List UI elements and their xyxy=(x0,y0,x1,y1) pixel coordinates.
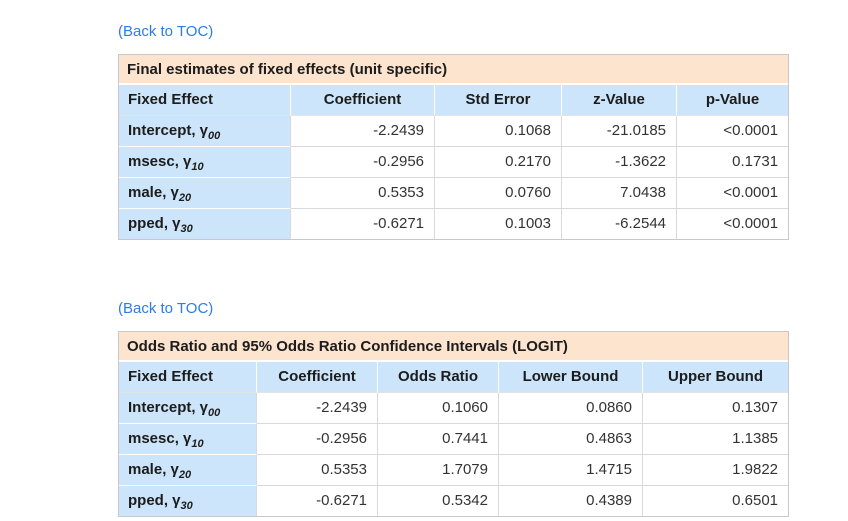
effect-name: pped, γ xyxy=(128,492,181,509)
cell-value: 0.5353 xyxy=(291,178,435,209)
cell-value: 0.1307 xyxy=(643,393,789,424)
gamma-subscript: 20 xyxy=(178,192,192,204)
table-title: Odds Ratio and 95% Odds Ratio Confidence… xyxy=(119,332,789,362)
gamma-subscript: 20 xyxy=(178,469,192,481)
cell-value: <0.0001 xyxy=(677,116,789,147)
cell-value: 1.7079 xyxy=(378,455,499,486)
row-label: pped, γ30 xyxy=(119,209,291,239)
effect-name: pped, γ xyxy=(128,215,181,232)
cell-value: -2.2439 xyxy=(291,116,435,147)
column-header: Upper Bound xyxy=(643,362,789,393)
row-label: male, γ20 xyxy=(119,178,291,209)
page-content: (Back to TOC) Final estimates of fixed e… xyxy=(118,23,800,517)
section-fixed-effects: (Back to TOC) Final estimates of fixed e… xyxy=(118,23,800,240)
cell-value: 1.1385 xyxy=(643,424,789,455)
fixed-effects-table: Final estimates of fixed effects (unit s… xyxy=(118,54,790,240)
gamma-subscript: 00 xyxy=(208,407,221,419)
column-header: p-Value xyxy=(677,85,789,116)
gamma-subscript: 30 xyxy=(180,500,193,512)
back-to-toc-link[interactable]: (Back to TOC) xyxy=(118,23,214,40)
gamma-subscript: 30 xyxy=(180,223,193,235)
cell-value: -0.6271 xyxy=(257,486,378,516)
row-label: msesc, γ10 xyxy=(119,147,291,178)
cell-value: 0.0760 xyxy=(435,178,562,209)
table-title: Final estimates of fixed effects (unit s… xyxy=(119,55,789,85)
table-row: pped, γ30 -0.6271 0.5342 0.4389 0.6501 xyxy=(119,486,789,516)
cell-value: 0.1731 xyxy=(677,147,789,178)
back-to-toc-link[interactable]: (Back to TOC) xyxy=(118,300,214,317)
effect-name: male, γ xyxy=(128,461,179,478)
effect-name: Intercept, γ xyxy=(128,122,209,139)
cell-value: 1.9822 xyxy=(643,455,789,486)
odds-ratio-table: Odds Ratio and 95% Odds Ratio Confidence… xyxy=(118,331,790,517)
cell-value: 0.2170 xyxy=(435,147,562,178)
column-header: Fixed Effect xyxy=(119,362,257,393)
cell-value: -0.2956 xyxy=(257,424,378,455)
column-header: Coefficient xyxy=(291,85,435,116)
column-header: Fixed Effect xyxy=(119,85,291,116)
column-header: Odds Ratio xyxy=(378,362,499,393)
column-header-row: Fixed Effect Coefficient Std Error z-Value p… xyxy=(119,85,789,116)
gamma-subscript: 10 xyxy=(191,438,204,450)
table-row: pped, γ30 -0.6271 0.1003 -6.2544 <0.0001 xyxy=(119,209,789,239)
cell-value: 1.4715 xyxy=(499,455,643,486)
cell-value: 0.7441 xyxy=(378,424,499,455)
table-row: msesc, γ10 -0.2956 0.7441 0.4863 1.1385 xyxy=(119,424,789,455)
section-odds-ratio: (Back to TOC) Odds Ratio and 95% Odds Ra… xyxy=(118,300,800,517)
cell-value: 7.0438 xyxy=(562,178,677,209)
cell-value: -6.2544 xyxy=(562,209,677,239)
table-row: Intercept, γ00 -2.2439 0.1068 -21.0185 <0.00… xyxy=(119,116,789,147)
row-label: male, γ20 xyxy=(119,455,257,486)
cell-value: -2.2439 xyxy=(257,393,378,424)
column-header-row: Fixed Effect Coefficient Odds Ratio Lower B… xyxy=(119,362,789,393)
cell-value: 0.6501 xyxy=(643,486,789,516)
cell-value: -21.0185 xyxy=(562,116,677,147)
cell-value: 0.5353 xyxy=(257,455,378,486)
effect-name: msesc, γ xyxy=(128,153,192,170)
column-header: Std Error xyxy=(435,85,562,116)
row-label: msesc, γ10 xyxy=(119,424,257,455)
cell-value: -0.2956 xyxy=(291,147,435,178)
cell-value: <0.0001 xyxy=(677,209,789,239)
cell-value: 0.1068 xyxy=(435,116,562,147)
cell-value: -1.3622 xyxy=(562,147,677,178)
table-row: male, γ20 0.5353 1.7079 1.4715 1.9822 xyxy=(119,455,789,486)
effect-name: Intercept, γ xyxy=(128,399,209,416)
effect-name: male, γ xyxy=(128,184,179,201)
gamma-subscript: 00 xyxy=(208,130,221,142)
cell-value: 0.0860 xyxy=(499,393,643,424)
cell-value: <0.0001 xyxy=(677,178,789,209)
table-row: male, γ20 0.5353 0.0760 7.0438 <0.0001 xyxy=(119,178,789,209)
cell-value: 0.5342 xyxy=(378,486,499,516)
table-row: Intercept, γ00 -2.2439 0.1060 0.0860 0.1307 xyxy=(119,393,789,424)
cell-value: -0.6271 xyxy=(291,209,435,239)
row-label: pped, γ30 xyxy=(119,486,257,516)
column-header: Coefficient xyxy=(257,362,378,393)
column-header: z-Value xyxy=(562,85,677,116)
column-header: Lower Bound xyxy=(499,362,643,393)
cell-value: 0.1003 xyxy=(435,209,562,239)
effect-name: msesc, γ xyxy=(128,430,192,447)
row-label: Intercept, γ00 xyxy=(119,393,257,424)
row-label: Intercept, γ00 xyxy=(119,116,291,147)
table-row: msesc, γ10 -0.2956 0.2170 -1.3622 0.1731 xyxy=(119,147,789,178)
cell-value: 0.4389 xyxy=(499,486,643,516)
gamma-subscript: 10 xyxy=(191,161,204,173)
cell-value: 0.1060 xyxy=(378,393,499,424)
cell-value: 0.4863 xyxy=(499,424,643,455)
